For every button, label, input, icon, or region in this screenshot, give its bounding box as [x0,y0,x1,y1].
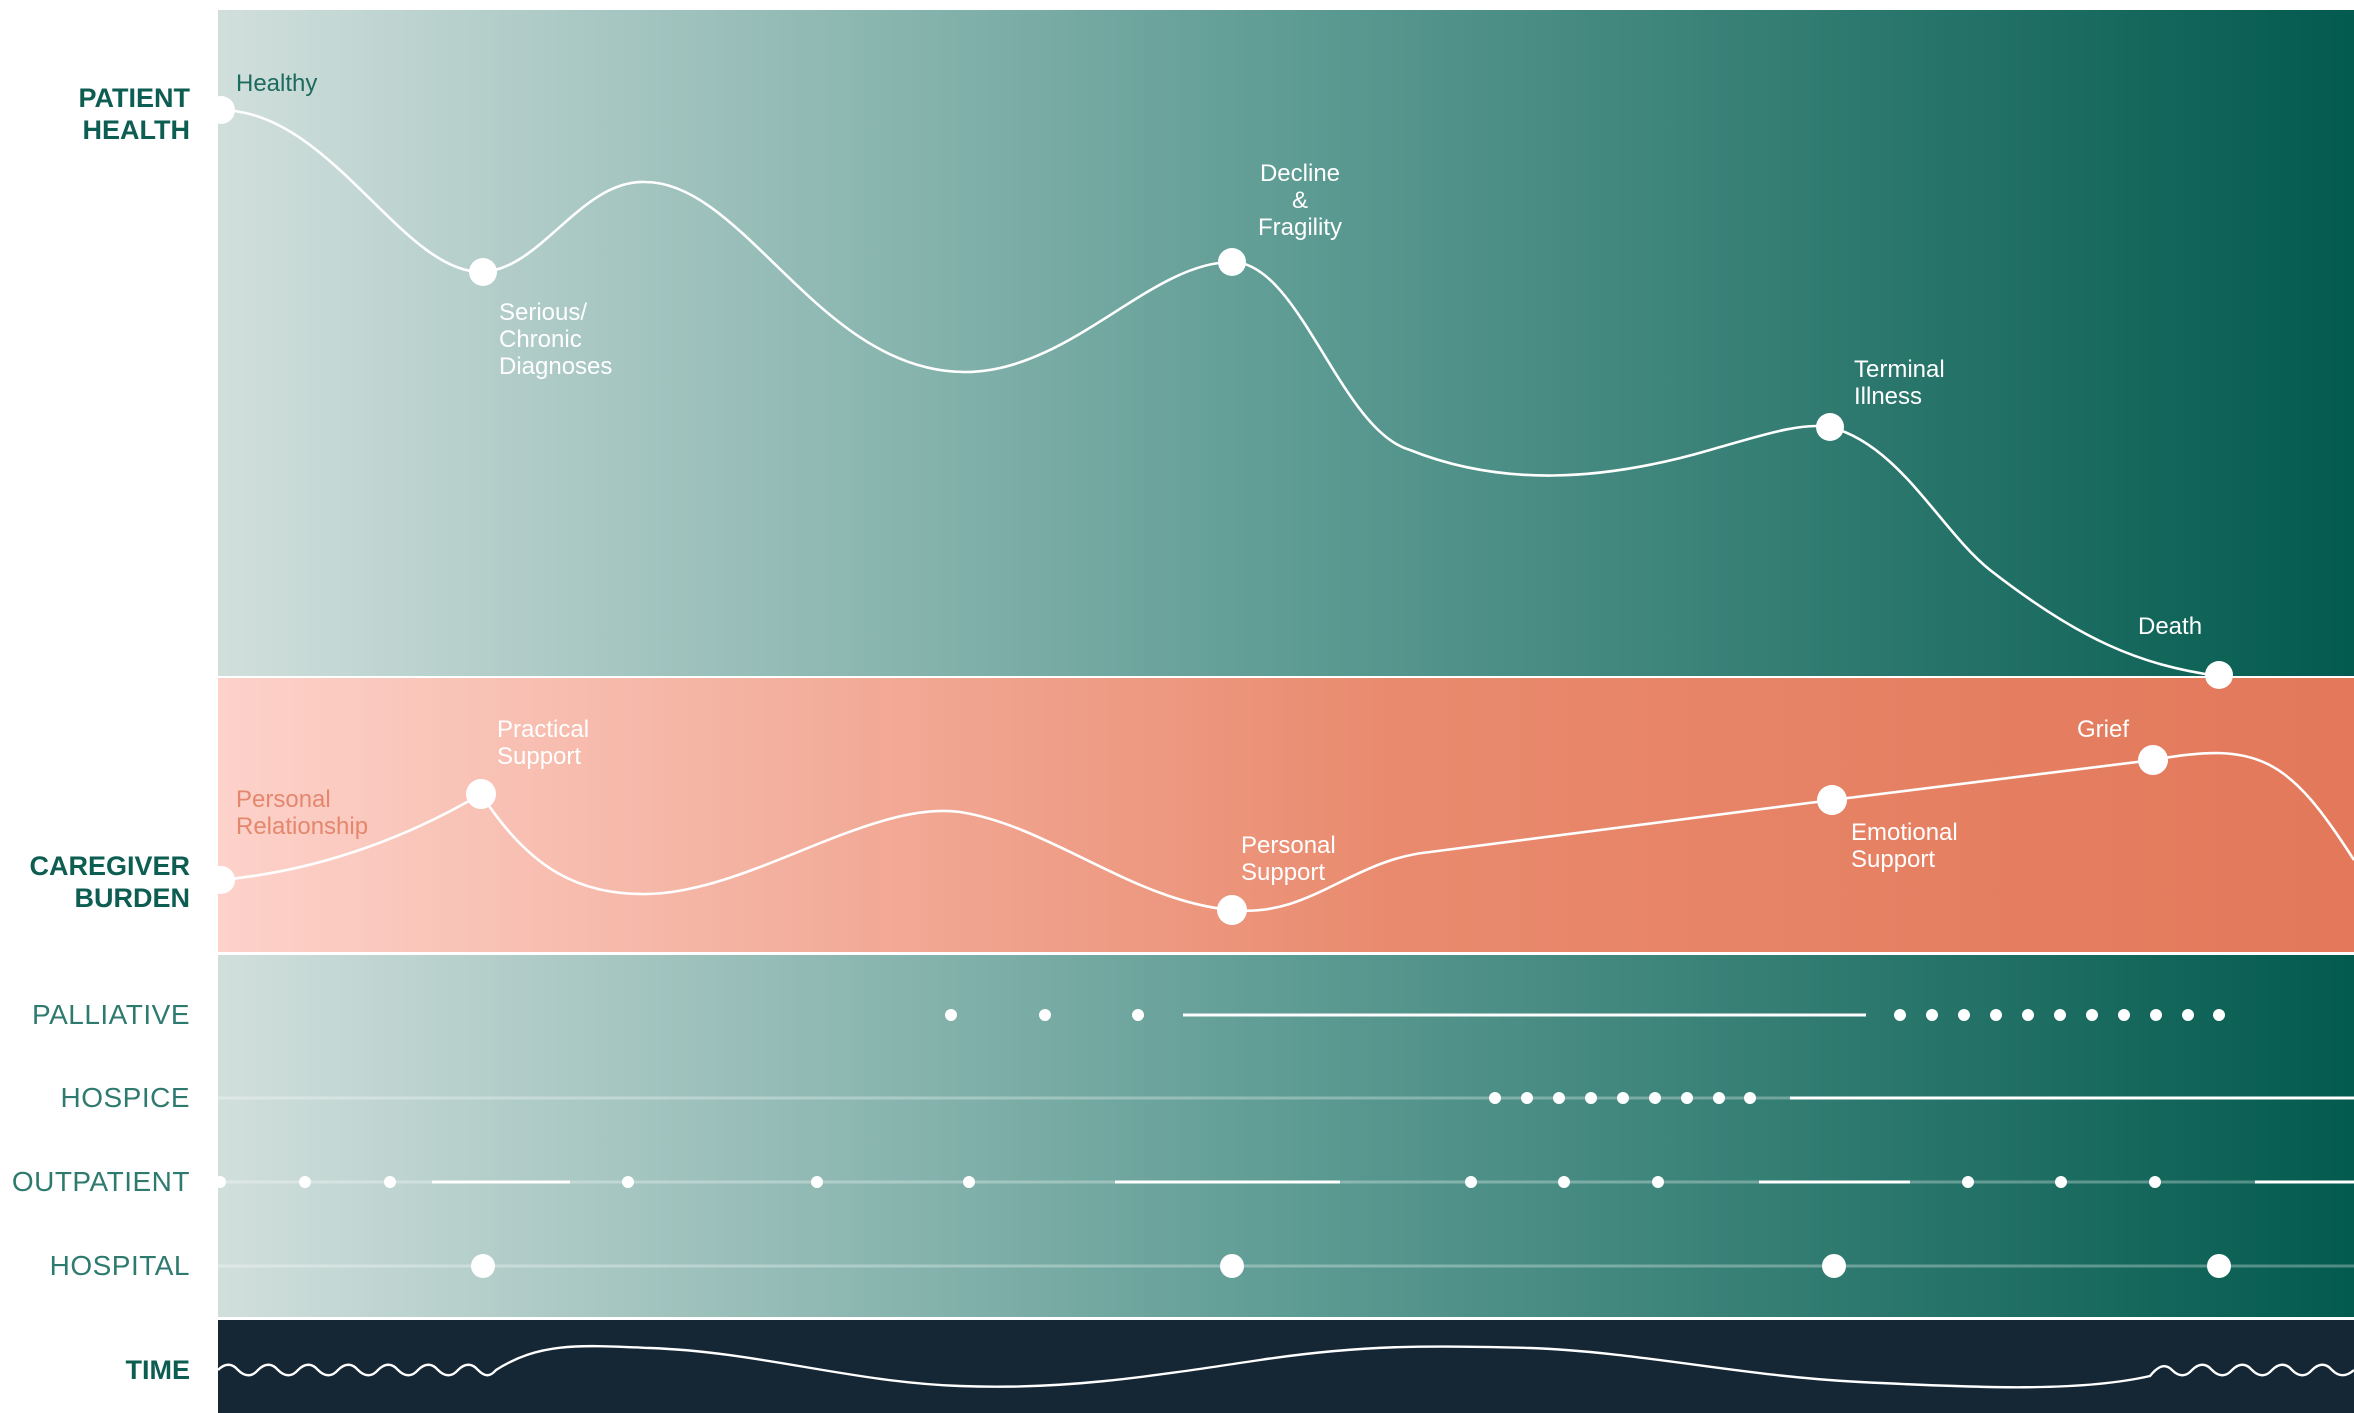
label-healthy: Healthy [236,70,318,97]
terminal-illness-marker [1816,413,1844,441]
burden-milestone-markers [207,745,2168,925]
palliative-visit [2054,1009,2066,1021]
practical-support-marker [466,779,496,809]
label-decline-fragility: Decline & Fragility [1257,160,1342,241]
outpatient-visit [1465,1176,1477,1188]
hospice-visit [1489,1092,1501,1104]
outpatient-visit [2055,1176,2067,1188]
outpatient-visit [299,1176,311,1188]
palliative-visit [2118,1009,2130,1021]
palliative-visit [945,1009,957,1021]
palliative-visit [1990,1009,2002,1021]
patient-health-band [218,10,2354,676]
row-label-patient-health: PATIENT HEALTH [78,83,191,146]
label-practical-support: Practical Support [497,716,590,770]
label-serious-diagnoses: Serious/ Chronic Diagnoses [499,299,613,380]
personal-relationship-marker [207,866,235,894]
outpatient-visit [622,1176,634,1188]
palliative-visit [2150,1009,2162,1021]
palliative-visit [1132,1009,1144,1021]
healthy-marker [207,96,235,124]
outpatient-visit [1652,1176,1664,1188]
hospice-visit [1744,1092,1756,1104]
row-label-time: TIME [125,1355,191,1385]
grief-marker [2138,745,2168,775]
hospital-stay [1822,1254,1846,1278]
time-wave [217,1344,2354,1389]
palliative-visit [1926,1009,1938,1021]
palliative-visit [2213,1009,2225,1021]
hospice-visit [1617,1092,1629,1104]
palliative-visit [1958,1009,1970,1021]
hospital-track [471,1254,2231,1278]
hospital-stay [1220,1254,1244,1278]
outpatient-visit [2149,1176,2161,1188]
palliative-visit [2022,1009,2034,1021]
palliative-visit [2086,1009,2098,1021]
death-marker [2205,661,2233,689]
outpatient-visit [214,1176,226,1188]
label-terminal-illness: Terminal Illness [1854,356,1945,410]
row-label-outpatient: OUTPATIENT [11,1166,190,1197]
decline-fragility-marker [1218,248,1246,276]
hospice-visit [1649,1092,1661,1104]
hospice-track [1489,1092,2354,1104]
label-grief: Grief [2077,716,2130,743]
row-label-hospital: HOSPITAL [49,1250,190,1281]
label-personal-support: Personal Support [1241,832,1336,886]
services-band [218,955,2354,1317]
hospice-visit [1713,1092,1725,1104]
band-separators [218,676,2354,1320]
outpatient-visit [963,1176,975,1188]
palliative-visit [1894,1009,1906,1021]
outpatient-visit [811,1176,823,1188]
personal-support-marker [1217,895,1247,925]
hospice-visit [1681,1092,1693,1104]
outpatient-visit [384,1176,396,1188]
outpatient-visit [1962,1176,1974,1188]
patient-health-curve [219,108,2219,678]
label-emotional-support: Emotional Support [1851,819,1958,873]
hospice-visit [1553,1092,1565,1104]
palliative-track [945,1009,2225,1021]
outpatient-track [214,1176,2354,1188]
label-personal-relationship: Personal Relationship [236,786,369,840]
hospital-stay [471,1254,495,1278]
time-band [218,1320,2354,1413]
hospice-visit [1521,1092,1533,1104]
hospital-stay [2207,1254,2231,1278]
row-label-hospice: HOSPICE [60,1082,190,1113]
label-death: Death [2138,613,2203,640]
health-milestone-markers [207,96,2233,689]
outpatient-visit [1558,1176,1570,1188]
row-label-caregiver-burden: CAREGIVER BURDEN [29,851,190,914]
serious-diagnoses-marker [469,258,497,286]
palliative-visit [2182,1009,2194,1021]
row-label-palliative: PALLIATIVE [31,999,190,1030]
hospice-visit [1585,1092,1597,1104]
palliative-visit [1039,1009,1051,1021]
emotional-support-marker [1817,785,1847,815]
